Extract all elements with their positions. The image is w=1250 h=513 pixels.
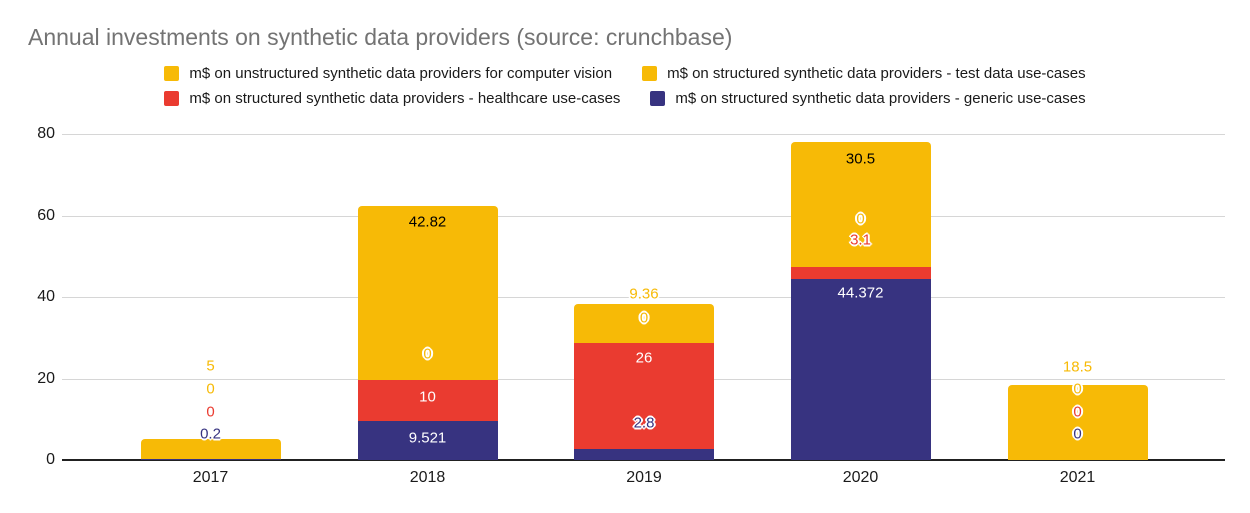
x-axis-category-label: 2018 [409, 469, 446, 486]
bar-segment-cv[interactable] [357, 205, 498, 381]
bar-segment-generic[interactable] [357, 421, 498, 460]
legend-label: m$ on structured synthetic data provider… [189, 90, 621, 107]
gridline [62, 134, 1225, 135]
legend-row: m$ on structured synthetic data provider… [0, 90, 1250, 107]
bar-value-label: 5 [206, 357, 215, 375]
x-axis-category-label: 2021 [1059, 469, 1096, 486]
legend-label: m$ on structured synthetic data provider… [667, 65, 1086, 82]
chart-title: Annual investments on synthetic data pro… [28, 24, 733, 50]
bar-value-label: 0 [206, 403, 215, 421]
bar-segment-cv[interactable] [140, 438, 281, 460]
y-axis-tick-label: 40 [37, 288, 55, 305]
bar-value-label: 9.36 [629, 285, 659, 303]
bar-value-label: 0 [206, 380, 215, 398]
bar-value-label: 0.2 [200, 425, 221, 443]
x-axis-category-label: 2020 [842, 469, 879, 486]
bar-value-label: 0 [1073, 403, 1082, 421]
legend-swatch-yellow [164, 66, 180, 81]
bar-value-label: 0 [856, 210, 865, 228]
x-axis-category-label: 2017 [192, 469, 229, 486]
legend-item-healthcare: m$ on structured synthetic data provider… [164, 90, 620, 107]
bar-segment-healthcare[interactable] [574, 342, 714, 449]
bar-segment-cv[interactable] [790, 142, 931, 267]
x-axis-line [62, 459, 1225, 461]
legend-label: m$ on unstructured synthetic data provid… [189, 65, 613, 82]
y-axis-tick-label: 20 [37, 369, 55, 387]
legend-row: m$ on unstructured synthetic data provid… [0, 65, 1250, 82]
legend-item-unstructured-cv: m$ on unstructured synthetic data provid… [164, 65, 612, 82]
gridline [62, 297, 1225, 298]
bar-segment-generic[interactable] [574, 448, 714, 460]
legend-item-generic: m$ on structured synthetic data provider… [650, 90, 1086, 107]
legend-swatch-navy [650, 91, 666, 106]
legend-label: m$ on structured synthetic data provider… [675, 90, 1086, 107]
bar-value-label: 0 [423, 345, 432, 363]
bar-value-label: 44.372 [837, 284, 884, 302]
bar-segment-cv[interactable] [574, 304, 714, 343]
bar-value-label: 30.5 [845, 150, 876, 168]
bar-value-label: 0 [1073, 380, 1082, 398]
bar-segment-healthcare[interactable] [357, 380, 498, 422]
y-axis-tick-label: 0 [46, 451, 55, 468]
bar-value-label: 26 [635, 349, 653, 367]
gridline [62, 215, 1225, 217]
bar-segment-cv[interactable] [1007, 384, 1148, 460]
bar-value-label: 42.82 [408, 213, 447, 231]
bar-value-label: 9.521 [408, 429, 447, 447]
legend-swatch-red [164, 91, 180, 106]
bar-value-label: 2.8 [633, 414, 655, 432]
bar-segment-generic[interactable] [140, 459, 281, 460]
bar-value-label: 10 [419, 388, 436, 406]
bar-segment-healthcare[interactable] [790, 266, 931, 280]
y-axis-tick-label: 60 [37, 206, 55, 224]
y-axis-tick-label: 80 [37, 125, 55, 142]
bar-value-label: 0 [1073, 425, 1082, 443]
legend-item-test-data: m$ on structured synthetic data provider… [642, 65, 1086, 82]
bar-value-label: 3.1 [850, 231, 871, 249]
bar-value-label: 18.5 [1062, 358, 1093, 376]
legend-swatch-yellow [642, 66, 658, 81]
bar-value-label: 0 [639, 309, 649, 327]
x-axis-category-label: 2019 [626, 469, 662, 486]
bar-segment-generic[interactable] [790, 279, 931, 460]
